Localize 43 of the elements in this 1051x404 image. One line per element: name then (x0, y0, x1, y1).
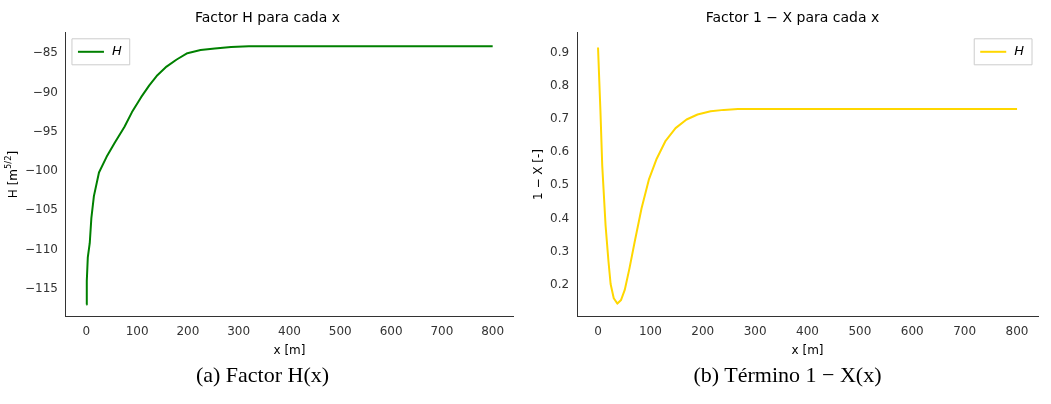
y-axis-title: H [m5/2] (3, 150, 21, 199)
x-axis-title: x [m] (791, 342, 824, 357)
x-tick-label: 800 (1005, 323, 1029, 338)
x-axis-title: x [m] (273, 342, 306, 357)
x-tick-label: 0 (594, 323, 602, 338)
legend-label: H (111, 43, 122, 59)
y-tick-label: 0.7 (549, 110, 570, 125)
x-tick-label: 300 (743, 323, 767, 338)
y-tick-label: 0.9 (549, 44, 570, 59)
y-tick-label: 0.4 (549, 210, 570, 225)
x-tick-label: 100 (638, 323, 662, 338)
text: (b) Término 1 − X(x) (692, 362, 883, 388)
legend-label: H (1014, 43, 1025, 59)
x-tick-label: 200 (176, 323, 200, 338)
x-tick-label: 400 (796, 323, 819, 338)
x-tick-label: 300 (227, 323, 251, 338)
x-tick-label: 0 (82, 323, 91, 338)
x-tick-label: 600 (379, 323, 403, 338)
y-tick-label: −105 (24, 202, 58, 217)
x-tick-label: 800 (481, 323, 505, 338)
x-tick-label: 100 (125, 323, 149, 338)
y-axis-title: 1 − X [-] (531, 148, 546, 201)
y-tick-label: 0.5 (549, 177, 570, 192)
x-tick-label: 200 (691, 323, 715, 338)
x-tick-label: 700 (953, 323, 977, 338)
text: (a) Factor H(x) (194, 362, 331, 388)
y-tick-label: 0.6 (549, 144, 570, 159)
y-tick-label: 0.2 (549, 277, 570, 292)
x-tick-label: 400 (278, 323, 301, 338)
chart-title: Factor H para cada x (194, 9, 341, 26)
y-tick-label: −90 (32, 84, 58, 99)
y-tick-label: −110 (24, 241, 58, 256)
chart-title: Factor 1 − X para cada x (705, 9, 880, 26)
x-tick-label: 700 (430, 323, 454, 338)
y-tick-label: −95 (32, 123, 58, 138)
x-tick-label: 500 (328, 323, 352, 338)
y-tick-label: −115 (24, 280, 58, 295)
y-tick-label: 0.8 (549, 77, 570, 92)
x-tick-label: 500 (848, 323, 872, 338)
y-tick-label: −100 (24, 163, 58, 178)
x-tick-label: 600 (900, 323, 924, 338)
y-tick-label: −85 (32, 45, 58, 60)
y-tick-label: 0.3 (549, 243, 570, 258)
